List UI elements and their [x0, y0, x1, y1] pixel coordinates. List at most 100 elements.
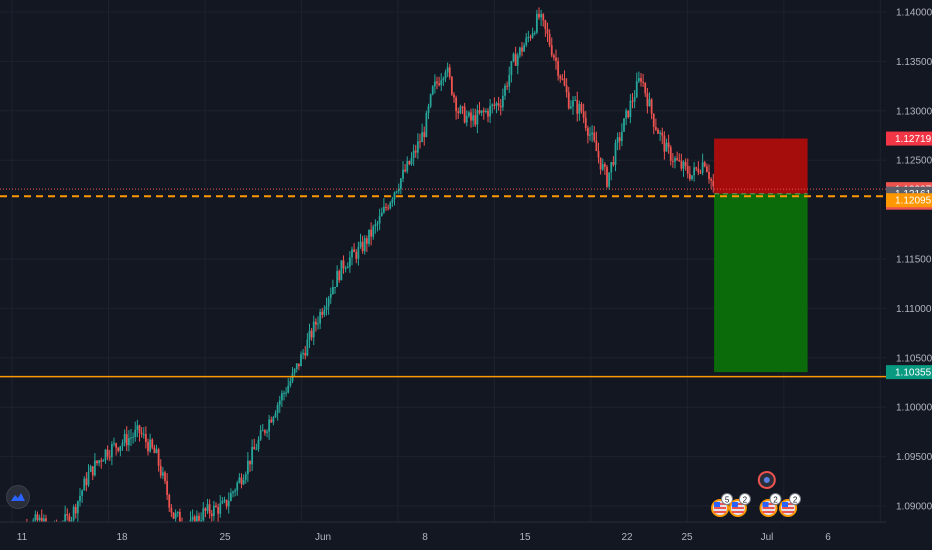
- candle-body: [306, 339, 309, 356]
- candle-body: [246, 460, 249, 475]
- candle-body: [540, 14, 543, 18]
- price-tick-label: 1.10000: [896, 403, 932, 414]
- candle-body: [229, 493, 232, 502]
- candle-body: [104, 449, 107, 461]
- candle-body: [79, 495, 81, 502]
- candle-body: [472, 115, 475, 121]
- flag-stripe: [762, 511, 775, 513]
- price-tick-label: 1.13000: [896, 106, 932, 117]
- candle-body: [680, 160, 683, 169]
- candle-body: [348, 257, 351, 267]
- candle-body: [206, 504, 209, 511]
- candle-body: [72, 506, 75, 521]
- candle-body: [442, 78, 445, 81]
- candle-body: [710, 178, 713, 181]
- candle-body: [455, 97, 458, 112]
- flag-stripe: [782, 507, 795, 509]
- candle-body: [533, 32, 536, 34]
- candle-body: [699, 172, 702, 174]
- stop-loss-zone[interactable]: [714, 138, 808, 194]
- candle-body: [616, 137, 619, 143]
- economic-event-icon[interactable]: 2: [779, 493, 802, 517]
- candle-body: [506, 85, 509, 87]
- candle-body: [283, 392, 285, 394]
- candle-body: [397, 188, 400, 192]
- candle-body: [678, 160, 681, 162]
- candle-body: [633, 97, 636, 102]
- time-tick-label: 11: [17, 532, 28, 543]
- candle-body: [64, 514, 67, 527]
- candle-body: [593, 132, 596, 141]
- candle-body: [357, 246, 360, 259]
- candle-body: [178, 512, 181, 524]
- candle-body: [338, 271, 341, 281]
- candle-body: [406, 161, 409, 172]
- candle-body: [663, 135, 666, 152]
- gear-icon-center: [763, 477, 770, 483]
- candle-body: [174, 513, 177, 519]
- time-tick-label: 15: [519, 532, 531, 543]
- price-label-box: [886, 193, 932, 208]
- candle-body: [353, 249, 356, 253]
- candle-body: [257, 439, 260, 450]
- candle-body: [240, 477, 243, 485]
- price-tick-label: 1.13500: [896, 57, 932, 68]
- candle-body: [408, 161, 411, 165]
- candle-body: [68, 515, 71, 526]
- candle-body: [385, 206, 387, 208]
- candle-body: [578, 104, 581, 114]
- candle-body: [552, 55, 555, 58]
- candle-body: [314, 321, 317, 325]
- candle-body: [542, 14, 545, 21]
- candle-body: [310, 330, 313, 338]
- candle-body: [548, 33, 551, 46]
- candle-body: [263, 430, 266, 433]
- take-profit-zone[interactable]: [714, 193, 808, 373]
- candles: [11, 7, 715, 547]
- time-tick-label: 25: [219, 532, 231, 543]
- candle-body: [395, 191, 398, 193]
- candle-body: [591, 132, 594, 135]
- candle-body: [302, 352, 305, 355]
- candle-body: [212, 505, 215, 517]
- candle-body: [708, 172, 710, 179]
- candle-body: [535, 13, 538, 33]
- price-label: 1.10355: [886, 365, 932, 380]
- candle-body: [351, 249, 353, 258]
- candle-body: [289, 381, 292, 386]
- candle-body: [531, 33, 534, 38]
- economic-event-icon[interactable]: 2: [759, 493, 782, 517]
- candle-body: [300, 354, 302, 367]
- candle-body: [659, 132, 662, 134]
- candle-body: [429, 94, 432, 107]
- candle-body: [123, 434, 126, 443]
- candle-body: [491, 104, 494, 106]
- economic-event-icon[interactable]: 5: [711, 493, 734, 517]
- candle-body: [287, 385, 290, 393]
- candle-body: [127, 438, 130, 446]
- candle-body: [465, 116, 468, 123]
- price-axis[interactable]: [886, 0, 932, 550]
- candle-body: [425, 113, 428, 137]
- tradingview-logo-icon[interactable]: [6, 485, 30, 509]
- candle-body: [461, 106, 464, 108]
- price-tick-label: 1.12500: [896, 156, 932, 167]
- candle-body: [652, 113, 655, 127]
- candle-body: [521, 47, 523, 52]
- candle-body: [650, 99, 653, 114]
- event-count-text: 2: [773, 496, 778, 505]
- candle-body: [200, 520, 203, 522]
- candle-body: [389, 202, 392, 209]
- candle-body: [686, 165, 689, 174]
- event-count-badge: [721, 493, 734, 505]
- candle-body: [253, 446, 256, 450]
- candle-body: [563, 78, 566, 86]
- time-tick-label: 25: [681, 532, 693, 543]
- time-axis[interactable]: [0, 522, 886, 550]
- economic-event-icon[interactable]: 2: [728, 493, 751, 517]
- candle-body: [374, 224, 377, 227]
- candle-body: [255, 449, 258, 451]
- candle-body: [176, 512, 179, 514]
- price-label-text: 1.12095: [895, 196, 932, 207]
